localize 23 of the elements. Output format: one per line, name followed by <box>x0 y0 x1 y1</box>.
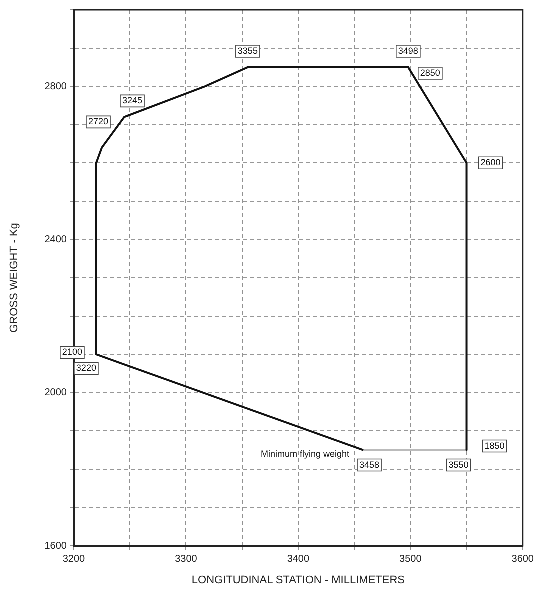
annotation: 2100 <box>62 347 82 358</box>
annotation: 3355 <box>238 46 258 56</box>
y-axis-title: GROSS WEIGHT - Kg <box>8 223 21 333</box>
annotation: 3458 <box>360 460 380 470</box>
x-tick-label: 3600 <box>512 554 534 565</box>
annotation: 3245 <box>122 96 143 106</box>
annotation: 2720 <box>88 116 109 127</box>
annotation: 2850 <box>420 68 440 78</box>
x-tick-label: 3300 <box>175 554 198 565</box>
y-tick-label: 2000 <box>44 388 68 399</box>
annotation: 1850 <box>484 440 505 451</box>
annotation: 3498 <box>398 46 418 56</box>
x-tick-label: 3500 <box>400 554 422 565</box>
annotation: Minimum flying weight <box>260 448 350 459</box>
annotation: 3550 <box>448 460 469 470</box>
annotation: 3220 <box>76 363 96 374</box>
x-axis-title: LONGITUDINAL STATION - MILLIMETERS <box>192 574 405 586</box>
x-tick-label: 3400 <box>287 554 310 565</box>
annotation: 2600 <box>480 158 501 168</box>
y-tick-label: 2800 <box>44 81 68 92</box>
x-tick-label: 3200 <box>62 554 86 565</box>
y-tick-label: 2400 <box>44 234 68 246</box>
y-tick-label: 1600 <box>44 540 68 552</box>
